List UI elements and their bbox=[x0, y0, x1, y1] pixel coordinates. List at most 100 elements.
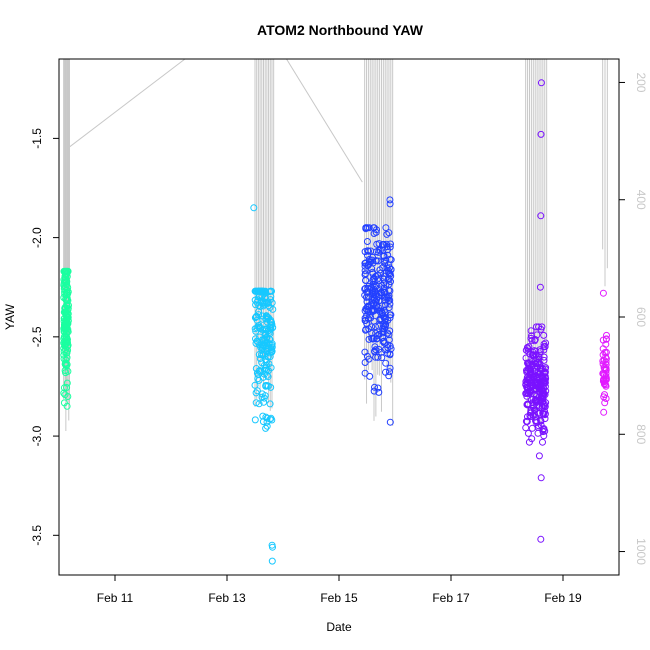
data-point bbox=[256, 324, 264, 331]
data-point bbox=[374, 293, 382, 301]
data-point bbox=[386, 300, 394, 308]
data-point bbox=[540, 425, 548, 433]
data-point bbox=[535, 323, 543, 331]
data-point bbox=[375, 330, 383, 338]
data-point bbox=[62, 362, 70, 369]
data-point bbox=[533, 331, 541, 339]
data-point bbox=[255, 351, 263, 358]
data-point bbox=[369, 275, 377, 283]
data-point bbox=[374, 384, 382, 392]
data-point bbox=[369, 281, 377, 289]
data-point bbox=[376, 266, 384, 274]
data-point bbox=[538, 378, 546, 385]
data-point bbox=[602, 364, 610, 372]
data-point bbox=[603, 331, 610, 339]
data-point bbox=[530, 404, 538, 412]
data-point bbox=[257, 344, 265, 352]
data-point bbox=[373, 332, 381, 340]
data-point bbox=[267, 324, 275, 332]
data-point bbox=[531, 406, 539, 414]
data-point bbox=[386, 418, 394, 426]
data-point bbox=[364, 284, 372, 292]
data-point bbox=[602, 348, 610, 356]
data-point bbox=[378, 282, 386, 289]
data-point bbox=[378, 354, 386, 362]
data-point bbox=[386, 368, 393, 376]
data-point bbox=[368, 284, 376, 292]
data-point bbox=[386, 200, 394, 208]
data-point bbox=[262, 424, 270, 432]
data-point bbox=[375, 388, 383, 396]
data-point bbox=[382, 359, 390, 367]
data-point bbox=[361, 369, 369, 377]
y2-tick-label: 400 bbox=[634, 190, 648, 210]
data-point bbox=[259, 342, 267, 350]
data-point bbox=[386, 196, 394, 204]
data-point bbox=[269, 543, 276, 551]
x-tick-label: Feb 11 bbox=[97, 591, 134, 605]
data-point bbox=[362, 326, 369, 334]
data-point bbox=[62, 316, 70, 324]
data-point bbox=[371, 347, 378, 355]
data-point bbox=[383, 240, 391, 248]
data-point bbox=[540, 346, 548, 354]
data-point bbox=[542, 339, 550, 347]
data-point bbox=[537, 474, 545, 482]
data-point bbox=[255, 311, 262, 319]
data-point bbox=[528, 435, 536, 443]
data-point bbox=[386, 314, 394, 322]
data-point bbox=[263, 422, 271, 430]
data-point bbox=[525, 438, 533, 446]
data-point bbox=[602, 376, 610, 383]
data-point bbox=[366, 311, 374, 319]
data-point bbox=[62, 288, 70, 296]
data-point bbox=[534, 422, 542, 430]
data-point bbox=[363, 352, 371, 360]
data-point bbox=[379, 329, 387, 337]
data-point bbox=[374, 353, 382, 361]
data-point bbox=[361, 314, 369, 322]
data-point bbox=[536, 346, 544, 354]
data-point bbox=[540, 432, 548, 440]
data-point bbox=[386, 264, 393, 272]
data-point bbox=[523, 418, 531, 425]
data-point bbox=[387, 266, 395, 273]
data-point bbox=[601, 399, 609, 407]
data-point bbox=[599, 289, 607, 297]
data-point bbox=[375, 240, 383, 248]
data-point bbox=[540, 331, 548, 339]
data-point bbox=[267, 296, 274, 304]
data-point bbox=[384, 350, 392, 357]
data-point bbox=[537, 212, 545, 220]
y-tick-label: -2.5 bbox=[30, 326, 44, 347]
y-axis: -3.5 -3.0 -2.5 -2.0 -1.5 bbox=[30, 128, 59, 546]
data-point bbox=[251, 416, 259, 424]
data-point bbox=[361, 285, 369, 293]
data-point bbox=[361, 267, 369, 275]
data-point bbox=[528, 382, 536, 390]
y2-tick-label: 200 bbox=[634, 72, 648, 92]
data-point bbox=[376, 307, 384, 315]
x-tick-label: Feb 19 bbox=[544, 591, 582, 605]
x-tick-label: Feb 13 bbox=[208, 591, 246, 605]
data-point bbox=[540, 410, 547, 418]
data-point bbox=[381, 301, 389, 309]
x-tick-label: Feb 15 bbox=[320, 591, 358, 605]
data-point bbox=[380, 253, 388, 260]
data-point bbox=[536, 283, 544, 291]
data-point bbox=[374, 257, 382, 265]
data-point bbox=[525, 343, 533, 351]
data-point bbox=[534, 353, 542, 361]
data-point bbox=[62, 308, 70, 316]
data-point bbox=[532, 351, 540, 359]
data-point bbox=[535, 452, 543, 460]
data-point bbox=[368, 323, 376, 331]
data-point bbox=[367, 247, 375, 255]
data-point bbox=[533, 362, 541, 370]
data-point bbox=[60, 281, 68, 289]
data-point bbox=[386, 287, 394, 295]
data-point bbox=[541, 365, 549, 373]
data-point bbox=[376, 246, 384, 254]
data-point bbox=[64, 393, 72, 400]
data-point bbox=[62, 267, 70, 275]
